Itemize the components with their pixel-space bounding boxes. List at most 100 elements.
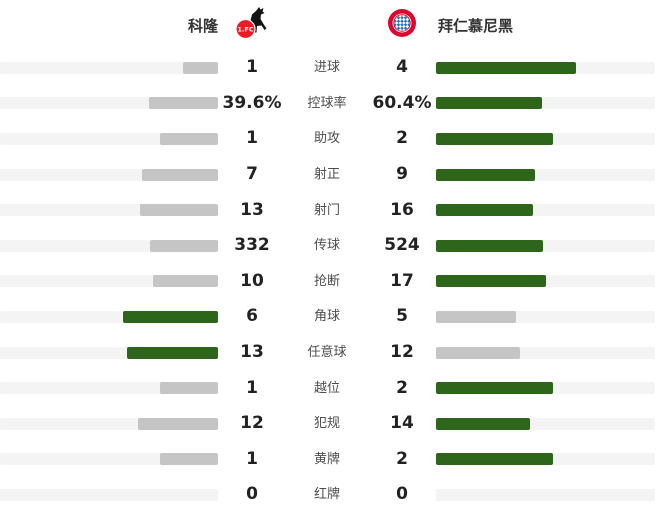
- home-stat-value: 13: [240, 199, 264, 220]
- away-bar-track: [436, 239, 655, 252]
- stat-label: 任意球: [307, 345, 347, 361]
- home-stat-value: 13: [240, 342, 264, 363]
- away-stat-value: 17: [390, 270, 414, 291]
- home-bar-track: [0, 239, 218, 252]
- away-stat-bar: [436, 275, 547, 288]
- home-stat-value: 39.6%: [222, 92, 282, 113]
- away-bar-track: [436, 346, 655, 359]
- away-stat-bar: [436, 382, 553, 395]
- away-stat-value: 4: [396, 57, 408, 78]
- away-stat-value: 2: [396, 448, 408, 469]
- home-stat-value: 7: [246, 164, 258, 185]
- home-stat-bar: [159, 132, 218, 145]
- stat-row: 13 任意球 12: [0, 335, 660, 371]
- stat-label: 射正: [313, 167, 340, 183]
- stats-list: 1 进球 4 39.6% 控球率 60.4% 1 助: [0, 50, 660, 513]
- match-stats-panel: 科隆 1.FC: [0, 0, 660, 513]
- home-stat-bar: [141, 168, 218, 181]
- away-stat-value: 16: [390, 199, 414, 220]
- home-team-name: 科隆: [187, 16, 218, 35]
- home-stat-bar: [148, 97, 218, 110]
- away-stat-bar: [436, 310, 516, 323]
- stat-label: 越位: [313, 380, 340, 396]
- away-stat-bar: [436, 204, 533, 217]
- fc-koeln-logo-icon: 1.FC: [234, 5, 270, 45]
- home-bar-track: [0, 417, 218, 430]
- home-bar-track: [0, 453, 218, 466]
- match-header: 科隆 1.FC: [0, 0, 660, 50]
- home-bar-track: [0, 310, 218, 323]
- stat-row: 1 助攻 2: [0, 121, 660, 157]
- stat-row: 13 射门 16: [0, 192, 660, 228]
- away-bar-track: [436, 168, 655, 181]
- home-bar-track: [0, 97, 218, 110]
- home-stat-bar: [127, 346, 218, 359]
- home-team-logo-box: 1.FC: [218, 5, 286, 45]
- away-bar-track: [436, 488, 655, 501]
- away-stat-value: 2: [396, 128, 408, 149]
- bayern-munich-logo-icon: [387, 8, 417, 42]
- away-bar-track: [436, 310, 655, 323]
- away-bar-track: [436, 453, 655, 466]
- stat-row: 10 抢断 17: [0, 264, 660, 300]
- stat-label: 进球: [313, 60, 340, 76]
- home-bar-track: [0, 168, 218, 181]
- home-stat-value: 332: [234, 235, 270, 256]
- away-stat-bar: [436, 346, 521, 359]
- away-stat-bar: [436, 61, 577, 74]
- away-stat-bar: [436, 97, 542, 110]
- home-stat-value: 1: [246, 377, 258, 398]
- stat-label: 射门: [313, 202, 340, 218]
- away-stat-value: 5: [396, 306, 408, 327]
- home-stat-bar: [137, 417, 218, 430]
- stat-row: 332 传球 524: [0, 228, 660, 264]
- away-bar-track: [436, 97, 655, 110]
- stat-row: 6 角球 5: [0, 299, 660, 335]
- away-bar-track: [436, 132, 655, 145]
- home-stat-value: 6: [246, 306, 258, 327]
- home-bar-track: [0, 61, 218, 74]
- stat-label: 控球率: [307, 95, 347, 111]
- stat-row: 1 进球 4: [0, 50, 660, 86]
- home-stat-value: 10: [240, 270, 264, 291]
- away-stat-value: 60.4%: [372, 92, 432, 113]
- away-stat-bar: [436, 132, 553, 145]
- stat-label: 红牌: [313, 487, 340, 503]
- stat-row: 12 犯规 14: [0, 406, 660, 442]
- stat-label: 传球: [313, 238, 340, 254]
- home-bar-track: [0, 346, 218, 359]
- home-bar-track: [0, 488, 218, 501]
- home-stat-bar: [122, 310, 218, 323]
- away-bar-track: [436, 204, 655, 217]
- home-stat-bar: [153, 275, 218, 288]
- stat-label: 助攻: [313, 131, 340, 147]
- away-team-logo-box: [368, 8, 436, 42]
- home-stat-value: 0: [246, 484, 258, 505]
- away-bar-track: [436, 382, 655, 395]
- home-stat-value: 1: [246, 448, 258, 469]
- home-stat-bar: [139, 204, 218, 217]
- home-stat-bar: [150, 239, 218, 252]
- home-bar-track: [0, 204, 218, 217]
- home-stat-value: 1: [246, 57, 258, 78]
- stat-label: 抢断: [313, 273, 340, 289]
- stat-label: 黄牌: [313, 451, 340, 467]
- away-team-name: 拜仁慕尼黑: [438, 16, 514, 35]
- away-stat-bar: [436, 417, 531, 430]
- away-stat-value: 524: [384, 235, 420, 256]
- home-bar-track: [0, 132, 218, 145]
- home-stat-bar: [159, 453, 218, 466]
- away-stat-value: 12: [390, 342, 414, 363]
- stat-label: 犯规: [313, 416, 340, 432]
- away-stat-value: 14: [390, 413, 414, 434]
- stat-row: 0 红牌 0: [0, 477, 660, 513]
- away-stat-bar: [436, 453, 553, 466]
- stat-row: 1 黄牌 2: [0, 442, 660, 478]
- home-stat-bar: [183, 61, 218, 74]
- home-stat-bar: [159, 382, 218, 395]
- stat-row: 7 射正 9: [0, 157, 660, 193]
- away-bar-track: [436, 417, 655, 430]
- svg-text:1.FC: 1.FC: [237, 26, 253, 34]
- away-bar-track: [436, 275, 655, 288]
- away-stat-value: 2: [396, 377, 408, 398]
